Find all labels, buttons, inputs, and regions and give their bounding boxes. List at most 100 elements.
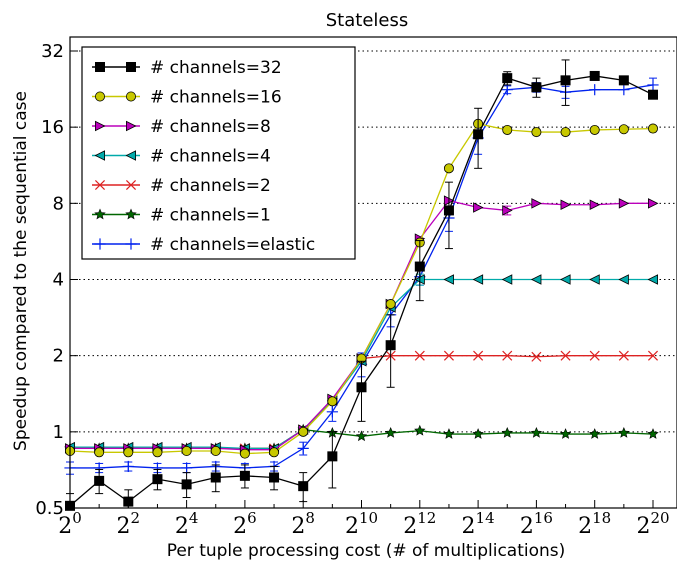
data-point [181, 445, 192, 456]
x-tick-label: 210 [345, 509, 378, 539]
x-tick-label: 20 [58, 509, 82, 539]
data-point [414, 424, 426, 436]
legend-label: # channels=8 [150, 117, 271, 137]
data-point [94, 208, 106, 220]
series-channels-16 [65, 118, 659, 459]
y-tick-label: 0.5 [35, 498, 64, 519]
data-point [95, 120, 106, 132]
data-point [618, 84, 630, 96]
data-point [385, 340, 396, 351]
legend-entry: # channels=2 [92, 176, 271, 196]
data-point [356, 382, 367, 393]
data-point [210, 472, 221, 483]
data-point [560, 350, 571, 361]
data-point [618, 75, 629, 86]
data-point [269, 447, 280, 458]
data-point [618, 198, 630, 209]
data-point [181, 479, 192, 490]
x-tick-label: 28 [291, 509, 315, 539]
x-tick-label: 216 [520, 509, 553, 539]
data-point [94, 179, 106, 191]
data-point [443, 428, 455, 439]
data-point [618, 350, 629, 361]
legend: # channels=32 # channels=16 # channels=8 # … [81, 46, 356, 260]
data-point [414, 261, 425, 272]
data-point [126, 91, 137, 102]
data-point [95, 62, 106, 73]
data-point [647, 274, 658, 285]
x-axis-label: Per tuple processing cost (# of multipli… [167, 541, 566, 561]
legend-label: # channels=16 [150, 88, 282, 108]
data-point [239, 470, 250, 481]
data-point [502, 124, 513, 135]
data-point [152, 447, 163, 458]
legend-label: # channels=32 [150, 58, 282, 78]
data-point [502, 350, 513, 361]
data-point [502, 73, 513, 84]
data-point [473, 129, 484, 140]
data-point [531, 351, 542, 362]
legend-entry: # channels=4 [92, 147, 271, 167]
data-point [501, 84, 513, 96]
data-point [589, 199, 601, 210]
data-point [589, 274, 600, 285]
data-point [297, 442, 309, 455]
data-point [618, 274, 629, 285]
data-point [530, 274, 542, 285]
data-point [589, 84, 601, 96]
data-point [414, 350, 425, 361]
legend-entry: # channels=8 [92, 117, 271, 137]
y-tick-label: 2 [53, 346, 64, 367]
data-point [384, 426, 397, 438]
data-point [94, 447, 105, 458]
data-point [443, 163, 454, 174]
data-point [618, 426, 630, 438]
chart-title: Stateless [326, 10, 408, 31]
data-point [125, 208, 137, 220]
x-tick-label: 212 [403, 509, 436, 539]
x-tick-label: 24 [175, 509, 199, 539]
data-point [648, 123, 659, 134]
x-tick-label: 218 [578, 509, 611, 539]
data-point [559, 428, 572, 439]
data-point [125, 179, 137, 191]
legend-label: # channels=2 [150, 176, 271, 196]
data-point [443, 205, 454, 216]
y-tick-label: 32 [41, 41, 64, 62]
y-tick-label: 8 [53, 193, 64, 214]
data-point [472, 428, 484, 439]
legend-box [81, 46, 356, 260]
data-point [94, 475, 105, 486]
data-point [589, 350, 600, 361]
x-tick-label: 22 [117, 509, 141, 539]
data-point [152, 474, 163, 485]
data-point [560, 75, 571, 86]
data-point [95, 91, 106, 102]
data-point [473, 350, 484, 361]
data-point [531, 82, 542, 93]
data-point [501, 274, 513, 285]
data-point [327, 451, 338, 462]
data-point [355, 430, 368, 442]
data-point [443, 274, 454, 285]
y-axis-label: Speedup compared to the sequential case [11, 91, 31, 451]
data-point [502, 205, 513, 216]
series-layer [64, 59, 659, 511]
data-point [385, 299, 396, 310]
data-point [531, 198, 542, 209]
y-tick-label: 4 [53, 270, 64, 291]
legend-label: # channels=elastic [150, 235, 315, 255]
data-point [648, 198, 659, 209]
legend-entry: # channels=32 [92, 58, 282, 78]
data-point [560, 199, 572, 210]
data-point [647, 79, 659, 91]
data-point [473, 202, 484, 213]
data-point [126, 120, 137, 132]
data-point [210, 445, 221, 456]
data-point [126, 62, 137, 73]
y-tick-label: 16 [41, 117, 64, 138]
data-point [560, 274, 571, 285]
legend-label: # channels=4 [150, 147, 271, 167]
y-tick-label: 1 [53, 422, 64, 443]
